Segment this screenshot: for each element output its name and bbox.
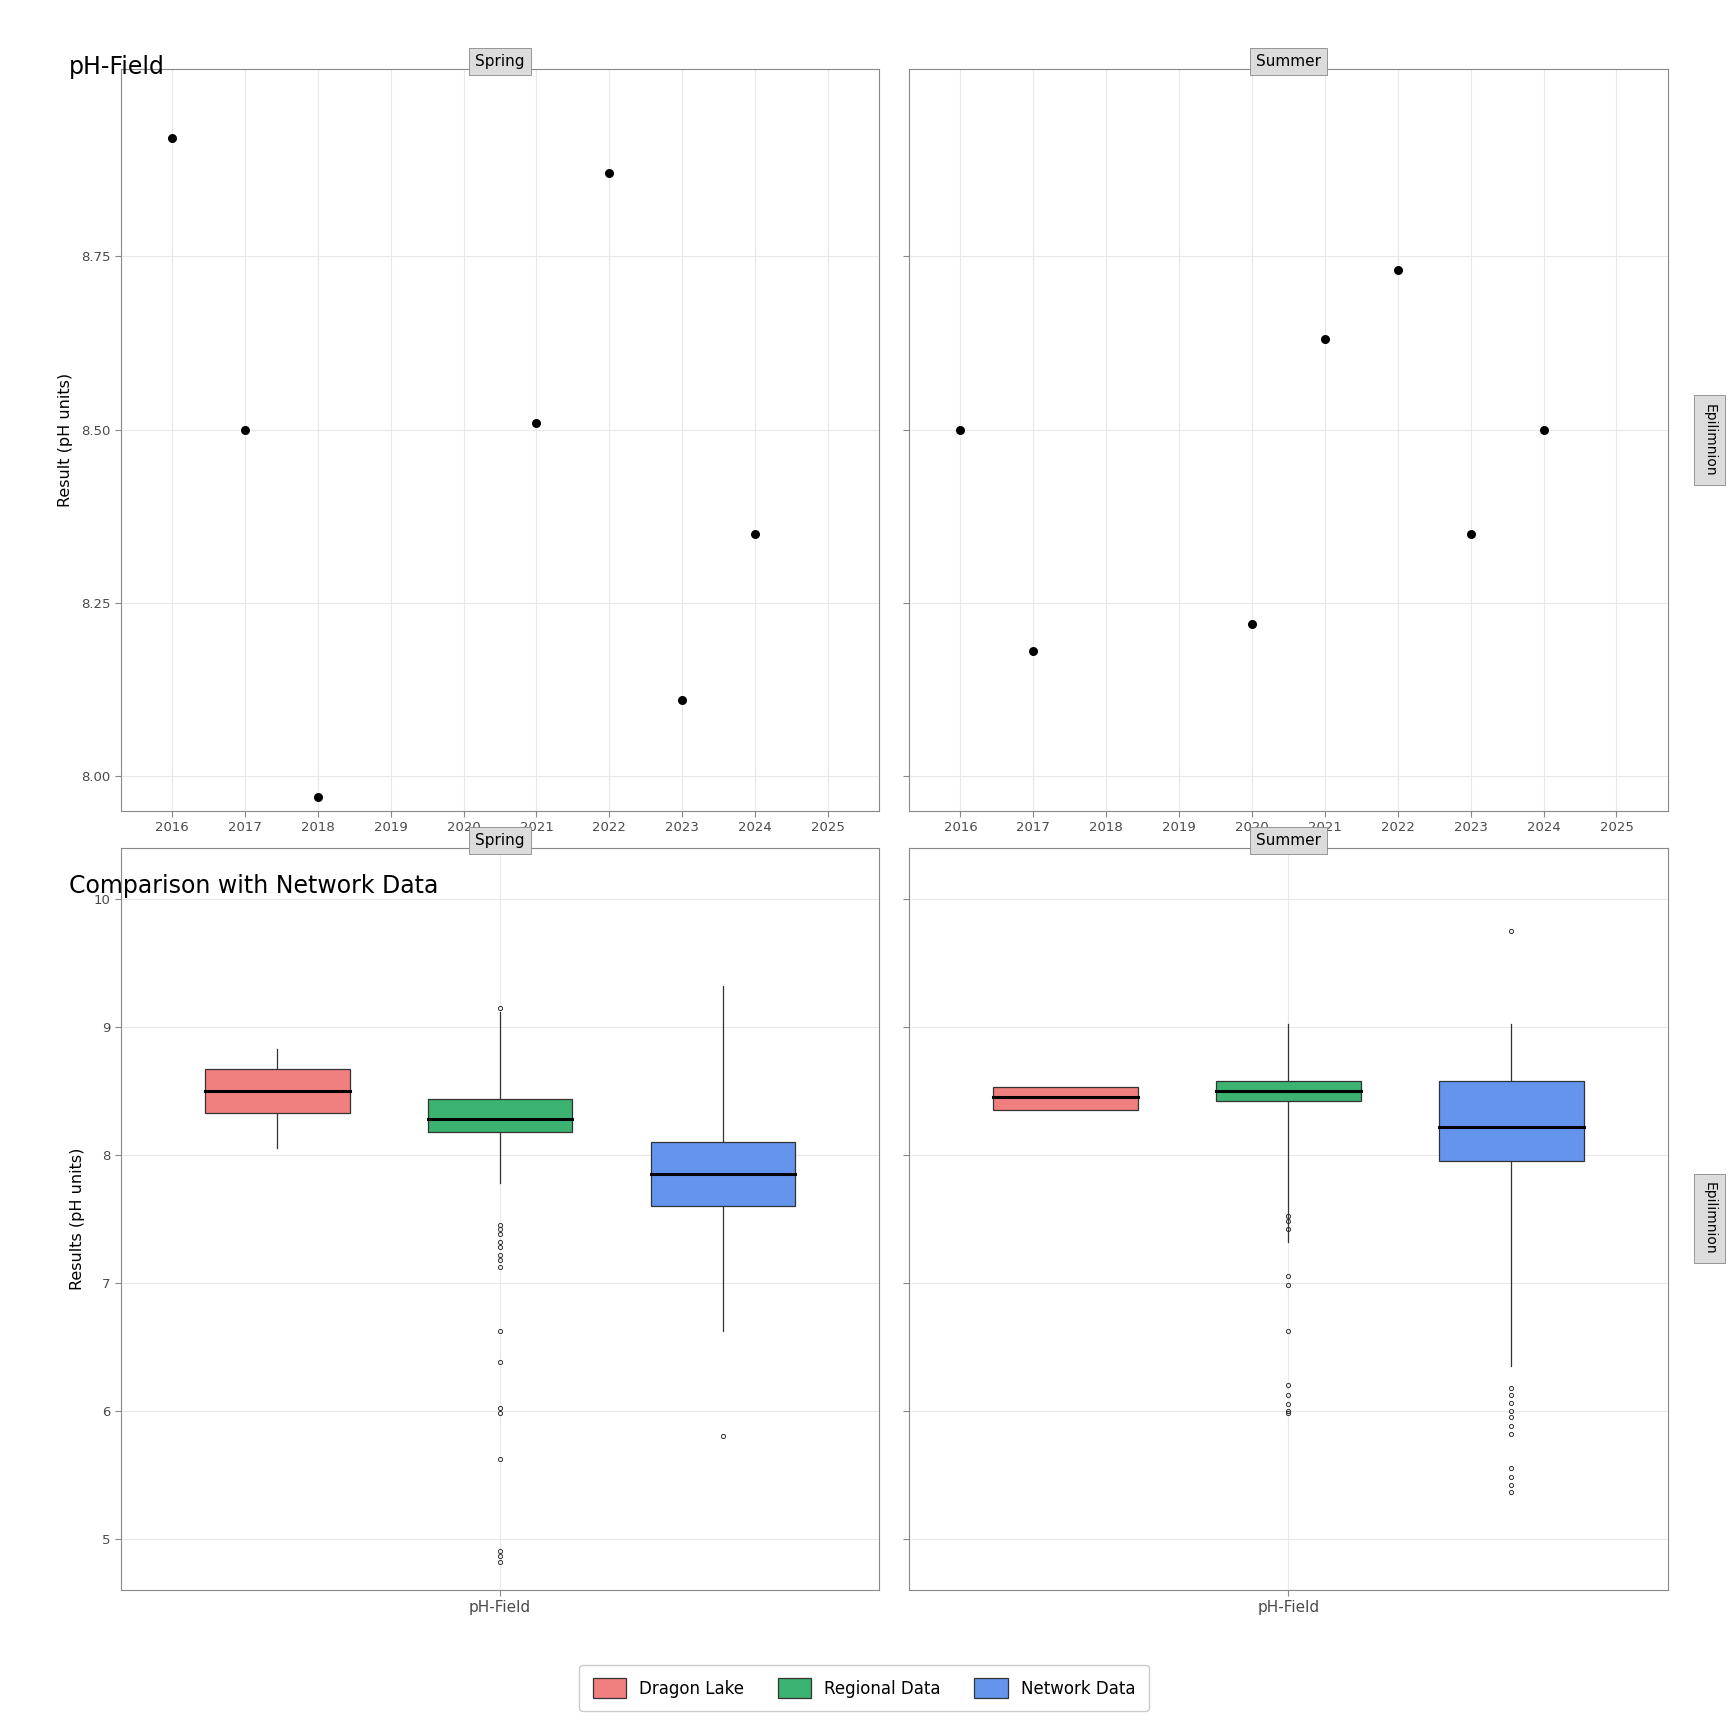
- Text: Epilimnion: Epilimnion: [1702, 404, 1716, 477]
- Point: [596, 159, 624, 187]
- Text: Comparison with Network Data: Comparison with Network Data: [69, 874, 439, 899]
- Polygon shape: [427, 1099, 572, 1132]
- Point: [1020, 638, 1047, 665]
- Point: [1457, 520, 1484, 548]
- Polygon shape: [1217, 1080, 1362, 1101]
- Point: [741, 520, 769, 548]
- Text: Epilimnion: Epilimnion: [1702, 1182, 1716, 1255]
- Title: Summer: Summer: [1256, 833, 1320, 848]
- Title: Spring: Spring: [475, 54, 525, 69]
- Title: Summer: Summer: [1256, 54, 1320, 69]
- Text: pH-Field: pH-Field: [69, 55, 164, 79]
- Point: [669, 686, 696, 714]
- Point: [947, 416, 975, 444]
- Point: [159, 124, 187, 152]
- Title: Spring: Spring: [475, 833, 525, 848]
- Point: [232, 416, 259, 444]
- Legend: Dragon Lake, Regional Data, Network Data: Dragon Lake, Regional Data, Network Data: [579, 1666, 1149, 1711]
- Y-axis label: Result (pH units): Result (pH units): [57, 373, 73, 506]
- Polygon shape: [994, 1087, 1139, 1109]
- Point: [1529, 416, 1557, 444]
- Point: [1384, 256, 1412, 283]
- Polygon shape: [204, 1070, 349, 1113]
- Point: [304, 783, 332, 810]
- Y-axis label: Results (pH units): Results (pH units): [71, 1147, 85, 1291]
- Polygon shape: [1439, 1080, 1585, 1161]
- Point: [522, 410, 550, 437]
- Polygon shape: [650, 1142, 795, 1206]
- Point: [1312, 325, 1339, 353]
- Point: [1239, 610, 1267, 638]
